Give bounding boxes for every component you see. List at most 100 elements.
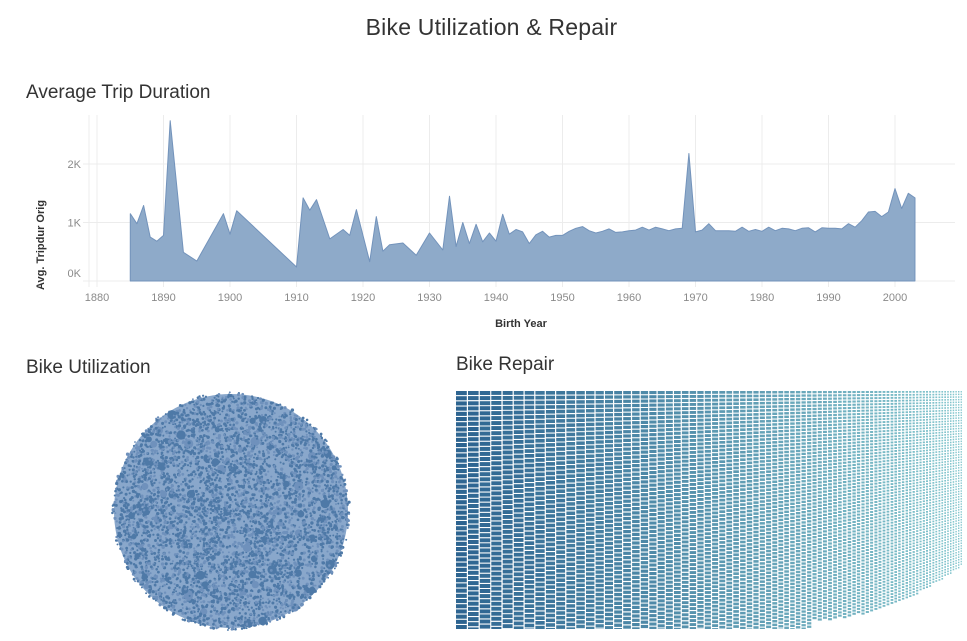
bike-bubble[interactable] — [195, 458, 197, 460]
bike-bubble[interactable] — [178, 425, 180, 427]
bike-bubble[interactable] — [228, 551, 230, 553]
bike-bubble[interactable] — [199, 397, 202, 400]
bike-bubble[interactable] — [207, 430, 210, 433]
bike-bubble[interactable] — [193, 497, 196, 500]
bike-bubble[interactable] — [303, 558, 306, 561]
bike-bubble[interactable] — [168, 435, 170, 437]
bike-bubble[interactable] — [233, 427, 236, 430]
bike-bubble[interactable] — [204, 510, 207, 513]
bike-bubble[interactable] — [225, 531, 228, 534]
bike-bubble[interactable] — [253, 614, 255, 616]
bike-bubble[interactable] — [149, 595, 151, 597]
bike-bubble[interactable] — [186, 506, 189, 509]
bike-bubble[interactable] — [214, 410, 216, 412]
bike-bubble[interactable] — [113, 504, 115, 506]
bike-bubble[interactable] — [255, 550, 258, 553]
bike-bubble[interactable] — [291, 571, 294, 574]
bike-bubble[interactable] — [278, 527, 280, 529]
bike-bubble[interactable] — [203, 492, 205, 494]
bike-bubble[interactable] — [206, 476, 209, 479]
bike-bubble[interactable] — [167, 605, 170, 608]
bike-bubble[interactable] — [189, 530, 192, 533]
bike-bubble[interactable] — [304, 464, 307, 467]
bike-bubble[interactable] — [151, 481, 153, 483]
bike-bubble[interactable] — [193, 520, 196, 523]
bike-bubble[interactable] — [290, 431, 292, 433]
bike-bubble[interactable] — [191, 523, 193, 525]
bike-bubble[interactable] — [176, 522, 179, 525]
bike-bubble[interactable] — [126, 526, 129, 529]
bike-bubble[interactable] — [205, 570, 207, 572]
bike-bubble[interactable] — [295, 426, 297, 428]
bike-bubble[interactable] — [211, 473, 214, 476]
bike-bubble[interactable] — [160, 525, 162, 527]
bike-bubble[interactable] — [200, 496, 203, 499]
bike-bubble[interactable] — [282, 608, 284, 610]
bike-bubble[interactable] — [314, 436, 316, 438]
bike-bubble[interactable] — [236, 439, 239, 442]
bike-bubble[interactable] — [328, 564, 331, 567]
bike-bubble[interactable] — [196, 563, 198, 565]
bike-bubble[interactable] — [153, 482, 155, 484]
bike-bubble[interactable] — [315, 456, 317, 458]
bike-bubble[interactable] — [127, 517, 129, 519]
bike-bubble[interactable] — [218, 526, 220, 528]
bike-bubble[interactable] — [182, 465, 184, 467]
bike-bubble[interactable] — [214, 521, 216, 523]
bike-bubble[interactable] — [236, 501, 239, 504]
bike-bubble[interactable] — [153, 494, 155, 496]
bike-bubble[interactable] — [213, 420, 215, 422]
bike-bubble[interactable] — [288, 494, 291, 497]
bike-bubble[interactable] — [130, 455, 133, 458]
bike-bubble[interactable] — [233, 593, 235, 595]
bike-bubble[interactable] — [260, 440, 262, 442]
bike-bubble[interactable] — [326, 524, 328, 526]
bike-bubble[interactable] — [293, 559, 295, 561]
bike-bubble[interactable] — [312, 584, 314, 586]
bike-bubble[interactable] — [162, 602, 165, 605]
bike-bubble[interactable] — [246, 594, 248, 596]
bike-bubble[interactable] — [183, 545, 186, 548]
bike-bubble[interactable] — [165, 446, 168, 449]
bike-bubble[interactable] — [221, 410, 223, 412]
bike-bubble[interactable] — [230, 556, 232, 558]
bike-bubble[interactable] — [254, 568, 256, 570]
bike-bubble[interactable] — [123, 510, 126, 513]
bike-bubble[interactable] — [182, 551, 185, 554]
bike-bubble[interactable] — [270, 480, 272, 482]
bike-bubble[interactable] — [148, 459, 150, 461]
bike-bubble[interactable] — [215, 533, 217, 535]
bike-bubble[interactable] — [274, 458, 276, 460]
bike-bubble[interactable] — [280, 408, 282, 410]
bike-bubble[interactable] — [233, 558, 235, 560]
bike-bubble[interactable] — [211, 478, 214, 481]
bike-bubble[interactable] — [334, 475, 337, 478]
bike-bubble[interactable] — [238, 585, 241, 588]
bike-bubble[interactable] — [291, 513, 294, 516]
bike-bubble[interactable] — [177, 427, 180, 430]
bike-bubble[interactable] — [132, 483, 135, 486]
bike-bubble[interactable] — [190, 423, 192, 425]
bike-bubble[interactable] — [189, 462, 192, 465]
bike-bubble[interactable] — [182, 539, 185, 542]
bike-bubble[interactable] — [260, 595, 262, 597]
bike-bubble[interactable] — [257, 407, 260, 410]
bike-bubble[interactable] — [335, 558, 338, 561]
bike-bubble[interactable] — [307, 546, 310, 549]
bike-bubble[interactable] — [268, 600, 270, 602]
bike-bubble[interactable] — [268, 613, 270, 615]
bike-bubble[interactable] — [309, 575, 311, 577]
bike-bubble[interactable] — [296, 438, 299, 441]
bike-bubble[interactable] — [284, 406, 287, 409]
bike-bubble[interactable] — [256, 576, 259, 579]
bike-bubble[interactable] — [219, 540, 222, 543]
bike-bubble[interactable] — [278, 577, 280, 579]
bike-bubble[interactable] — [297, 511, 304, 518]
bike-bubble[interactable] — [267, 618, 270, 621]
bike-bubble[interactable] — [146, 509, 148, 511]
bike-bubble[interactable] — [321, 474, 324, 477]
bike-bubble[interactable] — [247, 606, 249, 608]
bike-bubble[interactable] — [226, 493, 229, 496]
bike-bubble[interactable] — [202, 593, 205, 596]
bike-bubble[interactable] — [241, 562, 243, 564]
